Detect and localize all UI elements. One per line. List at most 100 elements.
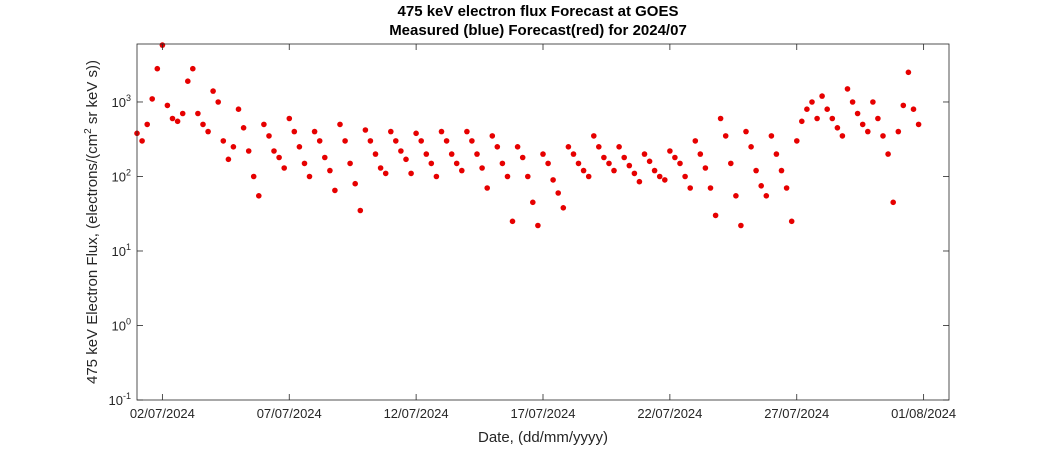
y-tick-label: 101 xyxy=(112,242,131,259)
data-point xyxy=(662,177,668,183)
data-point xyxy=(464,128,470,135)
y-tick-label-base: 10 xyxy=(112,318,126,333)
data-point xyxy=(484,185,491,191)
data-point xyxy=(535,222,541,229)
data-point xyxy=(697,151,704,157)
y-tick-label-exponent: 1 xyxy=(126,242,131,252)
data-point xyxy=(890,199,896,206)
data-point xyxy=(261,121,267,128)
y-tick-label-base: 10 xyxy=(112,95,126,110)
data-point xyxy=(240,125,247,131)
x-tick-label: 12/07/2024 xyxy=(384,406,449,421)
data-point xyxy=(626,162,633,169)
y-tick-label-exponent: 2 xyxy=(126,167,131,177)
data-point xyxy=(388,128,394,135)
data-point xyxy=(880,133,886,139)
data-point xyxy=(824,106,830,112)
data-point xyxy=(788,218,795,225)
data-point xyxy=(738,222,744,229)
data-point xyxy=(337,121,343,128)
y-tick-label-base: 10 xyxy=(109,393,123,408)
data-point xyxy=(499,160,506,167)
data-point xyxy=(646,158,653,165)
y-tick-label-exponent: -1 xyxy=(123,391,131,401)
data-point xyxy=(179,110,186,117)
data-point xyxy=(398,148,404,154)
data-point xyxy=(332,187,338,194)
data-point xyxy=(443,138,450,144)
y-axis-label-tail: sr keV s)) xyxy=(84,60,101,128)
chart-title-block: 475 keV electron flux Forecast at GOES M… xyxy=(0,2,1050,40)
data-point xyxy=(636,178,643,185)
data-point xyxy=(616,144,622,150)
data-point xyxy=(753,167,759,174)
data-point xyxy=(347,160,353,167)
data-point xyxy=(489,133,496,139)
data-point xyxy=(702,165,709,171)
data-point xyxy=(905,69,912,76)
data-point xyxy=(748,144,754,150)
data-point xyxy=(413,130,419,137)
data-point xyxy=(849,99,856,105)
data-point xyxy=(438,128,445,135)
data-point xyxy=(621,154,627,161)
data-point xyxy=(743,128,749,135)
data-point xyxy=(672,154,678,161)
data-point xyxy=(915,121,922,128)
data-point xyxy=(596,144,602,150)
data-point xyxy=(509,218,516,225)
data-point xyxy=(195,110,201,117)
data-point xyxy=(707,185,714,191)
data-point xyxy=(773,151,780,157)
x-tick-label: 17/07/2024 xyxy=(510,406,575,421)
data-point xyxy=(565,144,572,150)
data-point xyxy=(809,99,815,105)
data-point xyxy=(291,128,298,135)
data-point xyxy=(550,177,556,183)
data-point xyxy=(418,138,425,144)
data-point xyxy=(428,160,435,167)
data-point xyxy=(687,185,693,191)
data-point xyxy=(677,160,683,167)
data-point xyxy=(250,173,257,180)
x-tick-label: 27/07/2024 xyxy=(764,406,829,421)
data-point xyxy=(758,183,764,189)
data-point xyxy=(606,160,612,167)
data-point xyxy=(768,133,775,139)
data-point xyxy=(235,106,242,112)
data-point xyxy=(286,115,293,122)
data-point xyxy=(560,205,567,211)
data-point xyxy=(271,148,277,154)
data-point xyxy=(667,148,673,154)
data-point xyxy=(844,86,851,92)
data-point xyxy=(255,193,262,199)
data-point xyxy=(367,138,374,144)
chart-subtitle: Measured (blue) Forecast(red) for 2024/0… xyxy=(389,22,687,39)
data-point xyxy=(525,173,531,180)
data-point xyxy=(281,165,288,171)
y-tick-label: 102 xyxy=(112,167,131,184)
data-point xyxy=(377,165,384,171)
data-point xyxy=(804,106,810,112)
data-point xyxy=(839,133,846,139)
data-point xyxy=(210,88,216,94)
x-tick-label: 02/07/2024 xyxy=(130,406,195,421)
data-point xyxy=(885,151,891,157)
y-tick-label: 103 xyxy=(112,93,131,110)
data-point xyxy=(717,115,724,122)
x-tick-label: 22/07/2024 xyxy=(637,406,702,421)
data-point xyxy=(540,151,546,157)
y-tick-label-base: 10 xyxy=(112,169,126,184)
data-point xyxy=(591,133,597,139)
data-point xyxy=(479,165,485,171)
data-point xyxy=(631,170,638,177)
data-point xyxy=(504,173,511,180)
data-point xyxy=(296,144,303,150)
data-point xyxy=(276,154,282,161)
y-tick-label: 100 xyxy=(112,316,131,333)
data-point xyxy=(580,167,587,174)
x-tick-label: 01/08/2024 xyxy=(891,406,956,421)
y-tick-label-exponent: 0 xyxy=(126,316,131,326)
